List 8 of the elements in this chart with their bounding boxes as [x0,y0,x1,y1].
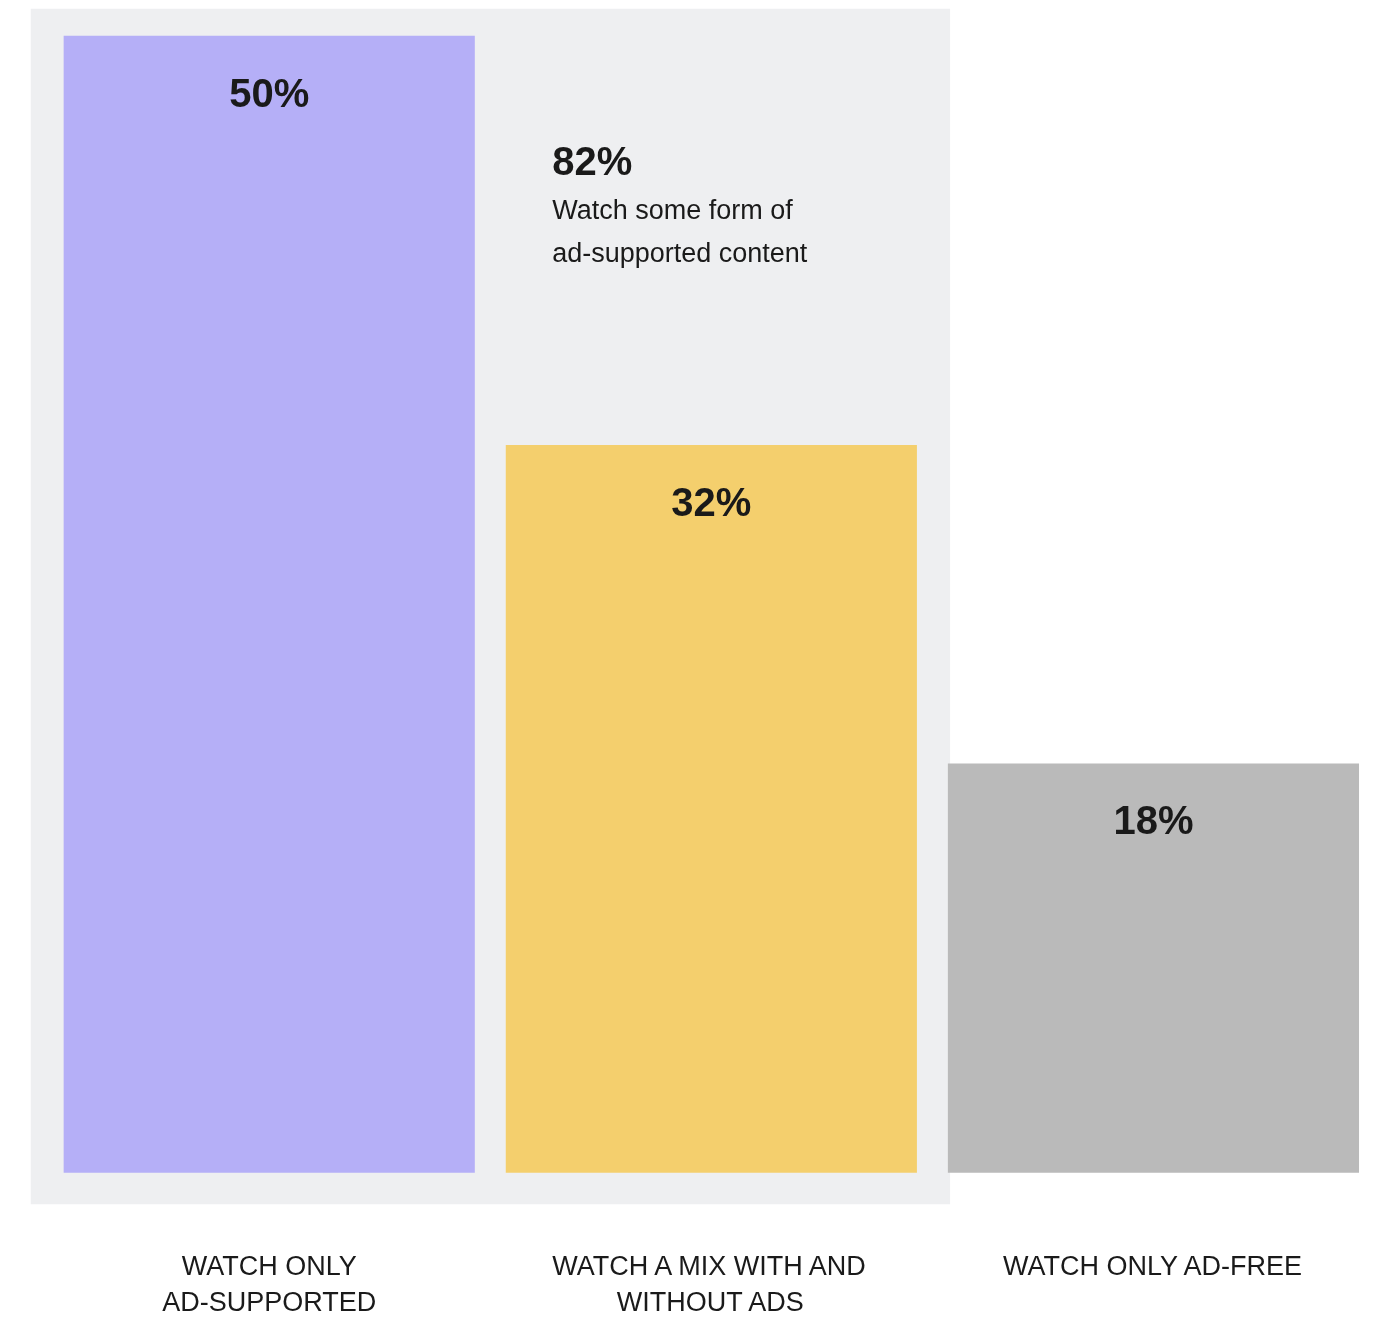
x-tick-label: WATCH A MIX WITH AND WITHOUT ADS [552,1250,866,1317]
data-label: 50% [229,70,310,115]
band-label: 82% [552,138,633,183]
data-label: 32% [671,479,752,524]
data-label: 18% [1113,798,1194,843]
x-tick-label: WATCH ONLY AD-FREE [1002,1250,1302,1281]
x-tick-label: WATCH ONLY AD-SUPPORTED [162,1250,377,1317]
annotation: Watch some form of ad-supported content [552,194,808,269]
